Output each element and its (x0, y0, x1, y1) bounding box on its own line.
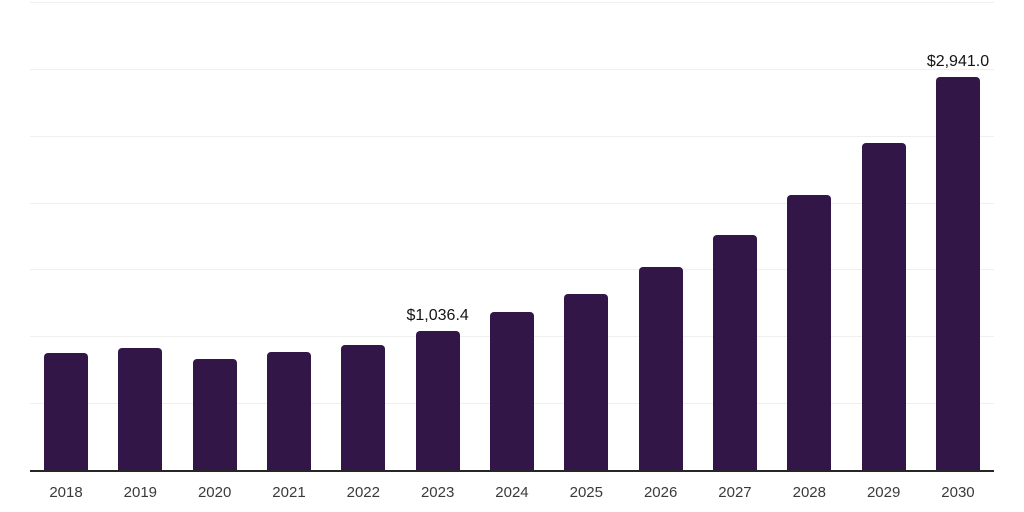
x-tick-2021: 2021 (272, 484, 306, 501)
plot-area: $1,036.4 $2,941.0 (30, 2, 994, 472)
gridline-3000 (30, 68, 994, 70)
gridline-1500 (30, 269, 994, 271)
bar-2026 (638, 267, 683, 470)
bar-2025 (564, 293, 609, 470)
x-tick-2028: 2028 (792, 484, 826, 501)
bar-2021 (266, 351, 311, 470)
bar-2020 (192, 359, 237, 470)
gridline-2500 (30, 135, 994, 137)
bar-2028 (787, 195, 832, 470)
x-tick-2027: 2027 (718, 484, 752, 501)
x-tick-2018: 2018 (49, 484, 83, 501)
bar-2018 (44, 353, 88, 470)
bar-2027 (712, 235, 757, 470)
gridline-3500 (30, 2, 994, 3)
gridline-2000 (30, 202, 994, 204)
data-label-2030: $2,941.0 (926, 52, 990, 70)
bar-2024 (489, 312, 534, 470)
x-tick-2030: 2030 (941, 484, 975, 501)
bar-2022 (341, 344, 386, 470)
x-tick-2029: 2029 (866, 484, 901, 501)
x-tick-2024: 2024 (495, 484, 529, 501)
x-tick-2022: 2022 (346, 484, 380, 501)
bar-2029 (861, 143, 906, 470)
bar-2023 (415, 331, 460, 470)
x-tick-2025: 2025 (569, 484, 603, 501)
x-tick-2023: 2023 (420, 484, 455, 501)
x-tick-2026: 2026 (643, 484, 678, 501)
data-label-2023: $1,036.4 (406, 307, 469, 325)
x-axis: 2018 2019 2020 2021 2022 2023 2024 2025 2026 2027… (30, 484, 994, 506)
bar-2030 (935, 76, 980, 470)
bar-2019 (118, 347, 163, 470)
x-tick-2019: 2019 (123, 484, 158, 501)
x-tick-2020: 2020 (197, 484, 232, 501)
